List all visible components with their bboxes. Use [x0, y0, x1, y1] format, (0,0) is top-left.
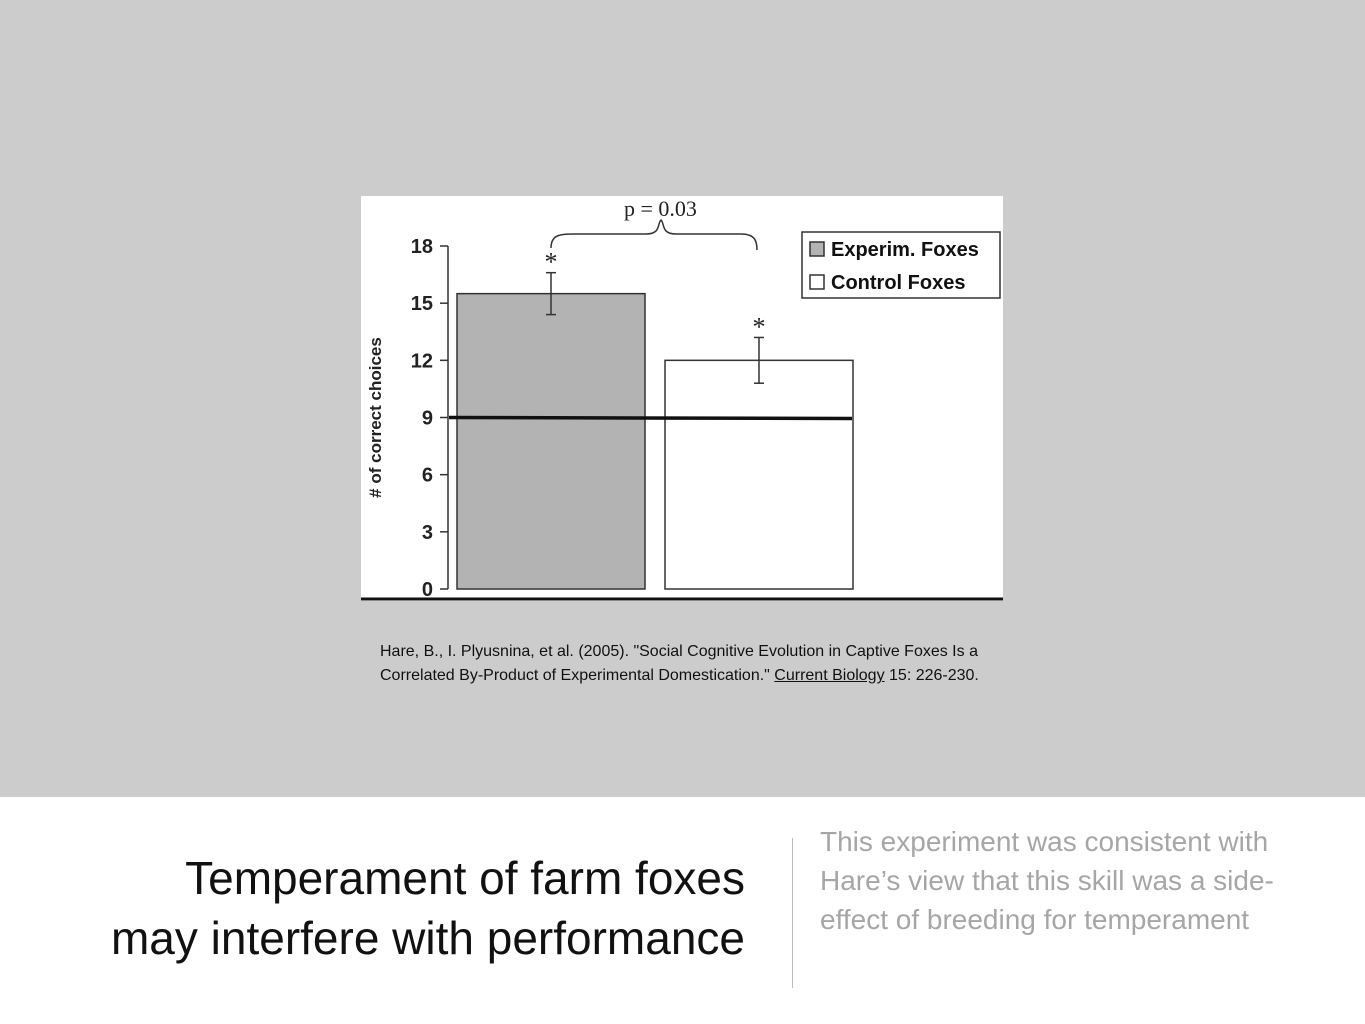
slide-body-text: This experiment was consistent with Hare… — [820, 826, 1274, 935]
bar-chart: 0 3 6 9 12 15 18 # of correct choices * * p = 0.03… — [361, 196, 1003, 601]
p-value-annotation: p = 0.03 — [624, 196, 697, 221]
y-tick-label: 0 — [422, 579, 433, 601]
slide-title-line-2: may interfere with performance — [110, 912, 745, 964]
legend-box — [801, 231, 1001, 299]
legend-label-2: Control Foxes — [831, 272, 965, 294]
chart-svg: 0 3 6 9 12 15 18 # of correct choices * * p = 0.03… — [361, 196, 1003, 601]
divider — [792, 838, 793, 988]
y-tick-label: 6 — [422, 465, 433, 487]
y-tick-label: 9 — [422, 408, 433, 430]
y-tick-label: 12 — [411, 350, 433, 372]
legend-swatch-2 — [809, 274, 825, 290]
legend-label-1: Experim. Foxes — [831, 239, 979, 261]
significance-star: * — [545, 248, 558, 277]
citation: Hare, B., I. Plyusnina, et al. (2005). "… — [380, 640, 1000, 688]
slide-title-line-1: Temperament of farm foxes — [185, 852, 745, 904]
bar-2 — [664, 359, 854, 590]
slide-title: Temperament of farm foxes may interfere … — [0, 848, 745, 968]
chance-level-line — [448, 415, 853, 421]
y-tick-label: 18 — [411, 236, 433, 258]
citation-details: 15: 226-230. — [884, 667, 979, 684]
y-tick-label: 15 — [411, 293, 433, 315]
legend-swatch-1 — [809, 241, 825, 257]
y-tick-label: 3 — [422, 522, 433, 544]
citation-journal-link[interactable]: Current Biology — [774, 667, 885, 684]
bar-1 — [456, 292, 646, 590]
significance-star: * — [753, 312, 766, 341]
y-axis-label: # of correct choices — [366, 337, 385, 498]
figure-panel: 0 3 6 9 12 15 18 # of correct choices * * p = 0.03… — [0, 0, 1365, 797]
significance-brace — [550, 218, 758, 251]
citation-text: Hare, B., I. Plyusnina, et al. (2005). "… — [380, 643, 978, 684]
